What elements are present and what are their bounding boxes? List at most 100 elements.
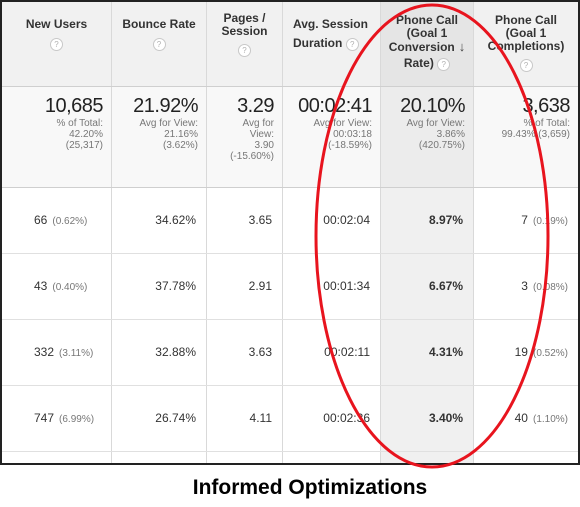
cell-percent: (0.62%)	[52, 216, 88, 227]
summary-value: 21.92%	[133, 95, 198, 117]
cell-percent: (0.08%)	[532, 282, 568, 293]
help-icon[interactable]: ?	[345, 38, 359, 51]
header-new-users[interactable]: New Users ?	[2, 2, 112, 86]
summary-note: View:	[249, 129, 274, 140]
cell-new-users: 66 (0.62%)	[2, 188, 112, 253]
header-completions[interactable]: Phone Call (Goal 1 Completions) ?	[474, 2, 578, 86]
cell-bounce-rate: 32.88%	[112, 320, 207, 385]
cell-pages-session: 3.65	[207, 188, 283, 253]
cell-value: 40	[514, 411, 528, 425]
cell-pages-session: 3.63	[207, 320, 283, 385]
summary-completions: 3,638 % of Total: 99.43% (3,659)	[474, 87, 578, 187]
header-conversion-rate[interactable]: Phone Call (Goal 1 Conversion ↓ Rate) ?	[381, 2, 474, 86]
summary-note: 21.16%	[164, 129, 198, 140]
header-label: Completions)	[487, 39, 565, 53]
summary-value: 20.10%	[400, 95, 465, 117]
cell-new-users: 43 (0.40%)	[2, 254, 112, 319]
cell-pages-session: 4.11	[207, 386, 283, 451]
summary-value: 3.29	[237, 95, 274, 117]
summary-note: (3.62%)	[162, 140, 198, 151]
cell-completions: 40 (1.10%)	[474, 386, 578, 451]
cell-value: 7	[521, 213, 528, 227]
summary-note: 3.90	[254, 140, 274, 151]
cell-percent: (0.19%)	[532, 216, 568, 227]
cell-value: 43	[34, 279, 48, 293]
header-label: Conversion	[388, 40, 455, 54]
cell-conversion-rate: 3.40%	[381, 386, 474, 451]
summary-note: (420.75%)	[418, 140, 465, 151]
cell-pages-session: 2.91	[207, 254, 283, 319]
summary-value: 10,685	[44, 95, 104, 117]
header-label: Bounce Rate	[122, 17, 196, 31]
cell-completions: 3 (0.08%)	[474, 254, 578, 319]
summary-note: 99.43% (3,659)	[501, 129, 570, 140]
table-row: 66 (0.62%) 34.62% 3.65 00:02:04 8.97% 7 (0…	[2, 188, 578, 254]
report-table: New Users ? Bounce Rate ? Pages / Sessio…	[2, 2, 578, 463]
table-row: 332 (3.11%) 32.88% 3.63 00:02:11 4.31% 19…	[2, 320, 578, 386]
cell-percent: (3.11%)	[59, 348, 94, 359]
header-label: Pages /	[223, 11, 266, 25]
cell-avg-duration: 00:01:34	[283, 254, 381, 319]
summary-note: % of Total:	[56, 118, 103, 129]
header-label: Duration	[293, 36, 343, 50]
help-icon[interactable]: ?	[238, 44, 251, 57]
cell-percent: (0.52%)	[532, 348, 568, 359]
cell-avg-duration: 00:02:36	[283, 386, 381, 451]
summary-row: 10,685 % of Total: 42.20% (25,317) 21.92…	[2, 87, 578, 188]
header-pages-session[interactable]: Pages / Session ?	[207, 2, 283, 86]
table-row-partial	[2, 452, 578, 463]
summary-note: 00:03:18	[333, 129, 372, 140]
summary-note: 42.20%	[69, 129, 103, 140]
cell-empty	[207, 452, 283, 463]
cell-bounce-rate: 34.62%	[112, 188, 207, 253]
summary-value: 00:02:41	[298, 95, 372, 117]
cell-conversion-rate: 8.97%	[381, 188, 474, 253]
cell-empty	[283, 452, 381, 463]
summary-pages-session: 3.29 Avg for View: 3.90 (-15.60%)	[207, 87, 283, 187]
summary-note: Avg for	[242, 118, 275, 129]
cell-new-users: 332 (3.11%)	[2, 320, 112, 385]
cell-bounce-rate: 26.74%	[112, 386, 207, 451]
cell-conversion-rate: 4.31%	[381, 320, 474, 385]
summary-bounce-rate: 21.92% Avg for View: 21.16% (3.62%)	[112, 87, 207, 187]
table-row: 43 (0.40%) 37.78% 2.91 00:01:34 6.67% 3 (0…	[2, 254, 578, 320]
caption: Informed Optimizations	[192, 476, 428, 499]
summary-note: Avg for View:	[406, 118, 465, 129]
help-icon[interactable]: ?	[152, 38, 166, 51]
cell-value: 66	[34, 213, 48, 227]
help-icon[interactable]: ?	[519, 59, 533, 72]
analytics-table-screenshot: New Users ? Bounce Rate ? Pages / Sessio…	[0, 0, 580, 465]
summary-new-users: 10,685 % of Total: 42.20% (25,317)	[2, 87, 112, 187]
help-icon[interactable]: ?	[437, 58, 451, 71]
cell-avg-duration: 00:02:04	[283, 188, 381, 253]
cell-avg-duration: 00:02:11	[283, 320, 381, 385]
header-label: Rate)	[403, 56, 434, 70]
summary-note: (-15.60%)	[230, 151, 274, 162]
table-header: New Users ? Bounce Rate ? Pages / Sessio…	[2, 2, 578, 87]
summary-note: 3.86%	[436, 129, 465, 140]
cell-empty	[474, 452, 578, 463]
summary-conversion-rate: 20.10% Avg for View: 3.86% (420.75%)	[381, 87, 474, 187]
cell-new-users: 747 (6.99%)	[2, 386, 112, 451]
summary-note: Avg for View:	[313, 118, 372, 129]
cell-empty	[112, 452, 207, 463]
cell-completions: 19 (0.52%)	[474, 320, 578, 385]
cell-bounce-rate: 37.78%	[112, 254, 207, 319]
summary-avg-duration: 00:02:41 Avg for View: 00:03:18 (-18.59%…	[283, 87, 381, 187]
header-label: New Users	[25, 17, 88, 31]
summary-note: (25,317)	[65, 140, 103, 151]
cell-empty	[2, 452, 112, 463]
summary-value: 3,638	[522, 95, 570, 117]
header-label: Avg. Session	[293, 17, 368, 31]
cell-percent: (0.40%)	[52, 282, 88, 293]
summary-note: % of Total:	[523, 118, 570, 129]
header-label: Session	[221, 24, 268, 38]
header-avg-session-duration[interactable]: Avg. Session Duration ?	[283, 2, 381, 86]
summary-note: (-18.59%)	[328, 140, 372, 151]
cell-completions: 7 (0.19%)	[474, 188, 578, 253]
header-bounce-rate[interactable]: Bounce Rate ?	[112, 2, 207, 86]
sort-arrow-icon[interactable]: ↓	[458, 39, 466, 54]
help-icon[interactable]: ?	[50, 38, 63, 51]
cell-empty	[381, 452, 474, 463]
cell-percent: (1.10%)	[532, 414, 568, 425]
